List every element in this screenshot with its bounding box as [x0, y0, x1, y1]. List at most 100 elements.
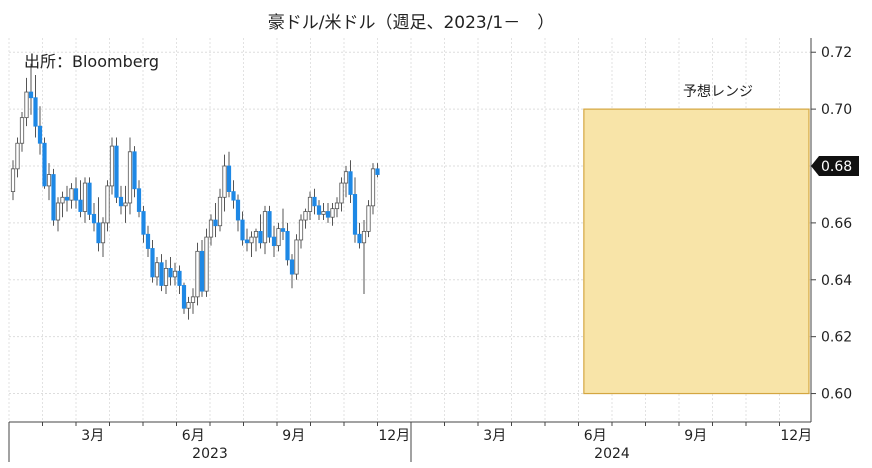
- candle-body-down: [348, 171, 353, 195]
- candle-body-down: [267, 211, 272, 238]
- candle: [123, 185, 128, 223]
- candle-body-down: [177, 270, 182, 286]
- candle-body-up: [262, 211, 268, 244]
- candle: [258, 214, 263, 249]
- candle: [141, 205, 146, 243]
- candle: [195, 242, 200, 306]
- candle: [33, 74, 38, 138]
- candle-body-up: [186, 302, 191, 309]
- candle: [375, 163, 380, 178]
- candle-body-up: [204, 236, 209, 292]
- candle-body-down: [141, 211, 146, 235]
- candle-body-up: [330, 208, 335, 218]
- candle-body-down: [114, 145, 119, 198]
- candle-body-up: [321, 211, 326, 215]
- candle-body-down: [240, 219, 245, 241]
- candle-body-up: [307, 196, 313, 212]
- candle: [64, 185, 70, 212]
- candle: [262, 205, 268, 255]
- candle: [271, 225, 277, 258]
- x-month-label: 12月: [780, 428, 812, 444]
- candle: [73, 177, 79, 209]
- candle: [339, 177, 344, 212]
- candle: [114, 137, 119, 203]
- candle-body-down: [271, 236, 277, 247]
- candle: [87, 177, 92, 221]
- y-tick-label: 0.72: [821, 45, 852, 61]
- candle-body-up: [217, 196, 223, 227]
- candle: [222, 154, 227, 212]
- candle-body-down: [78, 199, 83, 212]
- candle-body-up: [127, 151, 133, 204]
- candle-body-down: [73, 188, 79, 201]
- x-month-label: 9月: [282, 428, 305, 444]
- candle-body-down: [258, 231, 263, 244]
- y-tick-label: 0.70: [821, 102, 852, 118]
- candle: [181, 282, 187, 314]
- candle-body-up: [10, 168, 16, 193]
- forecast-range-label: 予想レンジ: [683, 84, 753, 100]
- candle: [343, 166, 349, 198]
- candle: [226, 151, 232, 198]
- source-label: 出所：Bloomberg: [24, 52, 159, 71]
- candle-body-down: [312, 196, 317, 207]
- candle-body-down: [145, 233, 151, 249]
- candle: [172, 262, 178, 286]
- candle-body-up: [60, 196, 65, 204]
- x-year-label: 2024: [594, 446, 630, 462]
- candle: [168, 257, 173, 286]
- candle: [267, 205, 272, 243]
- candle-body-down: [235, 199, 241, 221]
- x-month-label: 6月: [584, 428, 607, 444]
- candle: [127, 137, 133, 215]
- candle-body-up: [249, 236, 254, 244]
- candle: [334, 197, 340, 218]
- last-value-marker: [811, 156, 859, 176]
- candle: [159, 254, 164, 292]
- x-month-label: 9月: [684, 428, 707, 444]
- candle: [199, 239, 205, 297]
- x-month-label: 3月: [483, 428, 506, 444]
- candle-body-up: [334, 202, 340, 210]
- candle-body-down: [37, 125, 43, 144]
- candle-body-up: [19, 117, 25, 144]
- candle-body-up: [222, 165, 227, 198]
- candle: [289, 254, 295, 289]
- candle: [361, 220, 367, 294]
- candle-body-down: [181, 285, 187, 309]
- candle: [217, 188, 223, 232]
- candle-body-down: [289, 259, 295, 275]
- axes: 0.72 0.70 0.66 0.64 0.62 0.60 3月 6月 9月 12月 3月 6月 9月 1…: [8, 38, 859, 462]
- candle: [51, 168, 56, 226]
- candle: [303, 208, 308, 229]
- candle: [307, 191, 313, 221]
- candle: [82, 177, 88, 223]
- candle-body-up: [361, 231, 367, 244]
- candle-body-down: [136, 188, 142, 212]
- candle-body-up: [276, 228, 281, 247]
- candle: [348, 160, 353, 203]
- candle: [208, 214, 214, 246]
- candle: [370, 163, 376, 215]
- candle-body-up: [123, 202, 128, 207]
- forecast-range-rect: [583, 108, 810, 395]
- chart-title: 豪ドル/米ドル（週足、2023/1－ ）: [268, 12, 555, 33]
- candle-body-up: [105, 185, 110, 224]
- candle-body-down: [244, 239, 250, 244]
- y-tick-label: 0.66: [821, 216, 852, 232]
- forecast-range-box: [583, 108, 810, 395]
- candle-body-up: [69, 188, 74, 201]
- candle-body-down: [118, 196, 124, 207]
- y-tick-label: 0.62: [821, 330, 852, 346]
- candle: [136, 180, 142, 218]
- candle: [312, 188, 317, 215]
- candle-body-down: [91, 213, 97, 224]
- candle: [325, 202, 331, 223]
- candle: [37, 106, 43, 155]
- y-tick-label: 0.60: [821, 387, 852, 403]
- candle: [235, 194, 241, 232]
- candle-body-up: [190, 296, 196, 303]
- candle: [213, 202, 218, 238]
- candle-body-up: [298, 219, 304, 241]
